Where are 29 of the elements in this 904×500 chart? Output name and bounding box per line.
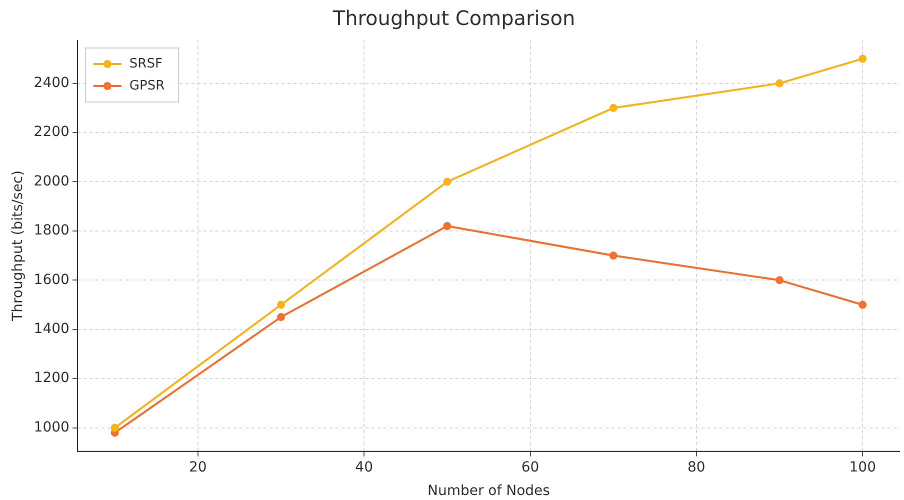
x-tick-label: 20: [188, 459, 207, 476]
point: [776, 276, 784, 284]
point: [443, 178, 452, 186]
x-tick-label: 80: [688, 459, 706, 476]
point: [609, 252, 618, 260]
y-tick-label: 2200: [34, 124, 70, 140]
y-tick-label: 2400: [34, 74, 70, 91]
y-tick-label: 1000: [34, 419, 70, 436]
y-tick-label: 2000: [34, 173, 70, 190]
x-tick-label: 40: [355, 459, 373, 476]
y-tick-label: 1400: [34, 321, 70, 337]
point: [276, 300, 285, 309]
point: [776, 79, 784, 88]
point: [443, 222, 452, 230]
point: [609, 104, 618, 112]
point: [110, 424, 119, 432]
point: [858, 300, 867, 309]
y-tick-label: 1200: [34, 370, 70, 386]
x-axis-title: Number of Nodes: [427, 483, 550, 500]
chart-title: Throughput Comparison: [332, 6, 576, 30]
point: [858, 54, 867, 63]
y-axis-title: Throughput (bits/sec): [10, 170, 26, 322]
y-tick-label: 1600: [34, 272, 70, 288]
legend-label: SRSF: [129, 56, 162, 72]
x-tick-label: 100: [849, 459, 876, 476]
point: [276, 313, 285, 322]
legend-label: GPSR: [129, 78, 165, 94]
y-tick-label: 1800: [34, 222, 70, 239]
x-tick-label: 60: [521, 459, 540, 476]
